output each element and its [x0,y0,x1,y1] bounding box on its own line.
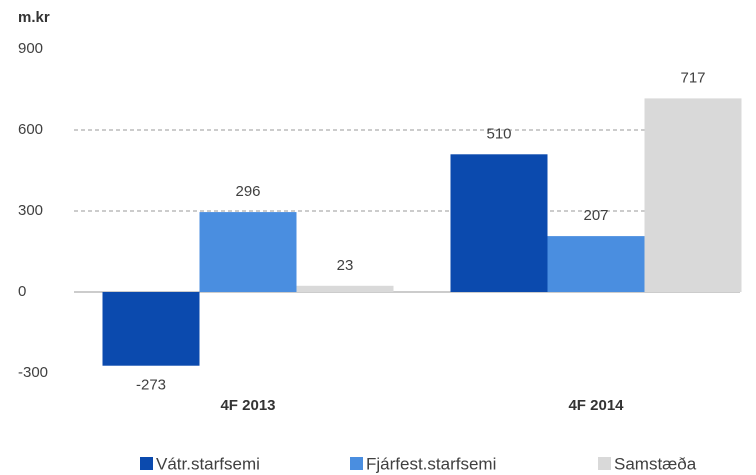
data-label: 717 [680,69,705,86]
y-tick-label: 300 [18,202,43,219]
y-tick-label: 600 [18,121,43,138]
y-axis-label: m.kr [18,9,50,26]
bar [199,212,297,292]
y-tick-label: 900 [18,40,43,57]
bar [644,98,742,292]
x-tick-label: 4F 2013 [220,397,275,414]
data-label: -273 [136,377,166,394]
data-label: 207 [583,207,608,224]
legend-swatch [598,457,611,470]
legend-label: Samstæða [614,454,697,473]
bar [296,285,394,292]
legend-swatch [350,457,363,470]
bar [547,236,645,292]
y-tick-label: 0 [18,283,26,300]
data-label: 510 [486,125,511,142]
x-tick-label: 4F 2014 [568,397,624,414]
y-tick-label: -300 [18,364,48,381]
legend-label: Fjárfest.starfsemi [366,454,496,473]
legend-swatch [140,457,153,470]
legend-label: Vátr.starfsemi [156,454,260,473]
data-label: 23 [337,257,354,274]
bar [450,154,548,292]
bar [102,292,200,366]
data-label: 296 [235,183,260,200]
